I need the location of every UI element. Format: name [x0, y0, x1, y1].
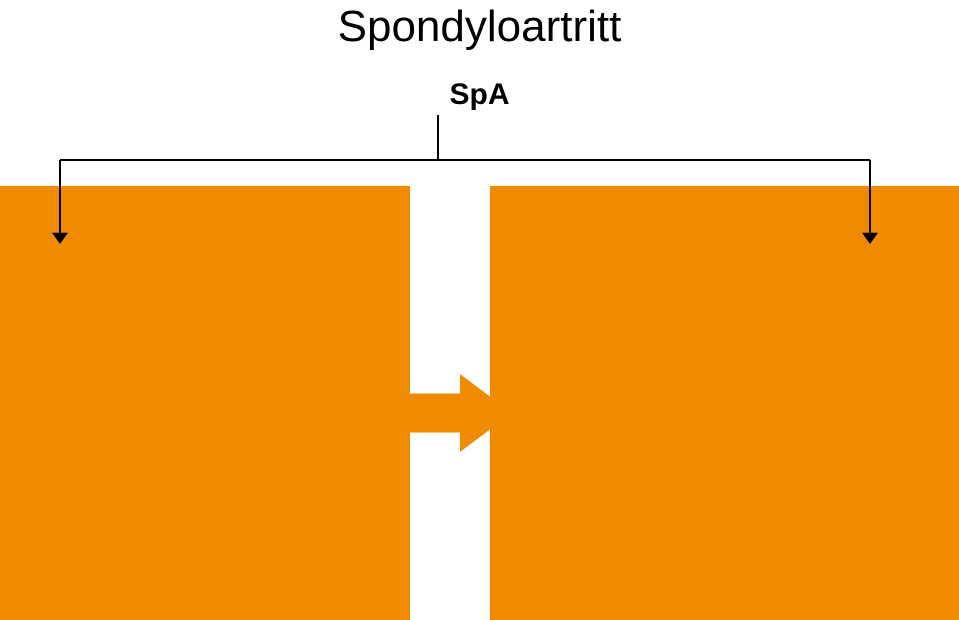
left-category-box [0, 186, 410, 620]
diagram-stage: Spondyloartritt SpA [0, 0, 959, 620]
subtitle: SpA [0, 78, 959, 112]
main-title: Spondyloartritt [0, 2, 959, 52]
right-category-box [490, 186, 959, 620]
center-arrow-icon [388, 374, 512, 452]
